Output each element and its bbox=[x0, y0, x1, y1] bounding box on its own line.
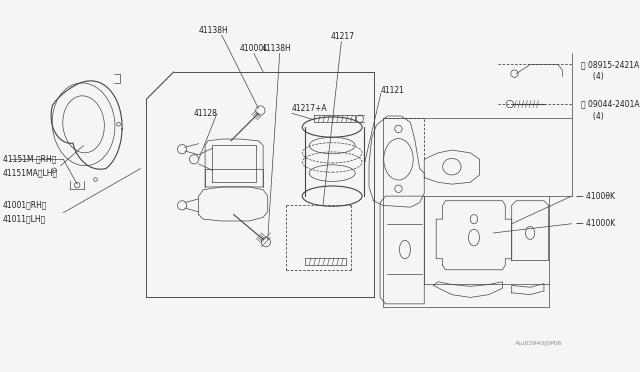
Text: 41011〈LH〉: 41011〈LH〉 bbox=[3, 215, 46, 224]
Text: 41001〈RH〉: 41001〈RH〉 bbox=[3, 201, 47, 210]
Text: A\u03940|0P06: A\u03940|0P06 bbox=[515, 341, 563, 346]
Text: 41138H: 41138H bbox=[198, 26, 228, 35]
Text: 41138H: 41138H bbox=[261, 44, 291, 53]
Text: Ⓜ 08915-2421A: Ⓜ 08915-2421A bbox=[580, 60, 639, 69]
Text: (4): (4) bbox=[580, 112, 604, 121]
Text: 41128: 41128 bbox=[194, 109, 218, 118]
Text: — 41000K: — 41000K bbox=[576, 219, 616, 228]
Text: — 4100θK: — 4100θK bbox=[576, 192, 615, 201]
Text: 41000L: 41000L bbox=[239, 44, 268, 53]
Text: 41151MA〈LH〉: 41151MA〈LH〉 bbox=[3, 169, 58, 177]
Text: 41151M 〈RH〉: 41151M 〈RH〉 bbox=[3, 155, 56, 164]
Text: Ⓑ 09044-2401A: Ⓑ 09044-2401A bbox=[580, 100, 639, 109]
Text: 41121: 41121 bbox=[381, 86, 405, 95]
Text: 41217: 41217 bbox=[330, 32, 355, 41]
Text: (4): (4) bbox=[580, 72, 604, 81]
Text: 41217+A: 41217+A bbox=[292, 104, 327, 113]
